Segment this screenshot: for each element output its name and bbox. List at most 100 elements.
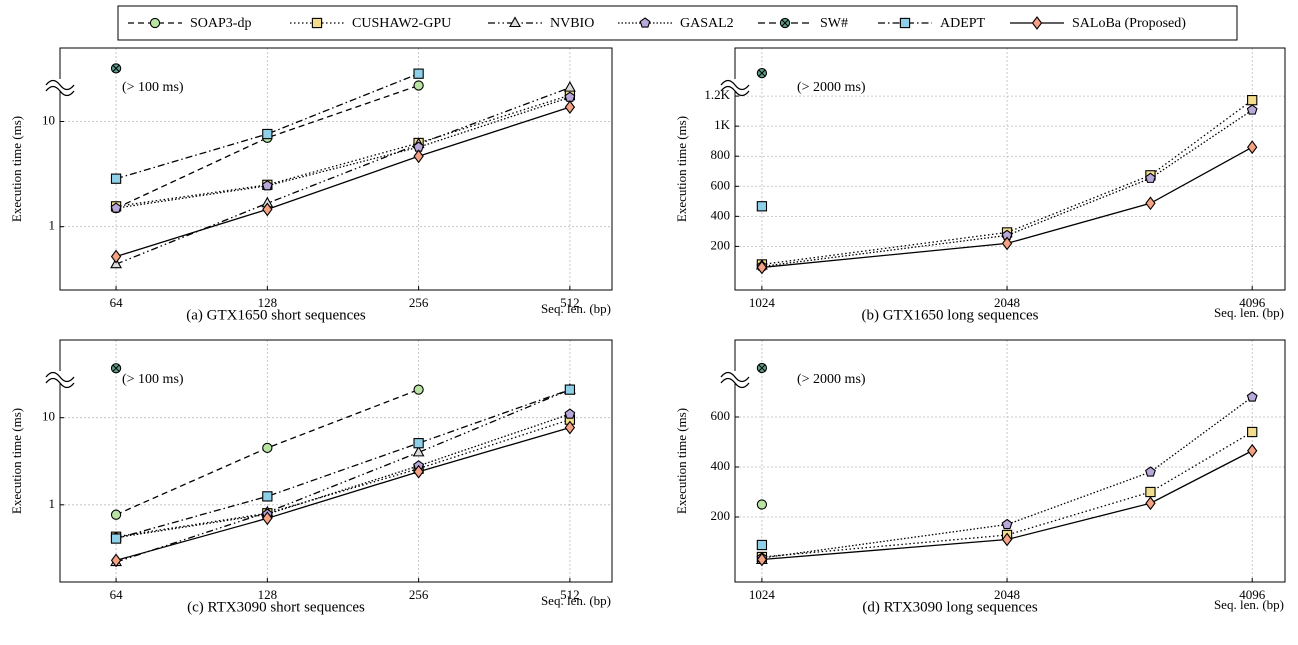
legend-label: SOAP3-dp [190,16,251,31]
marker [262,202,273,217]
plot-area [110,63,576,269]
marker [1145,466,1156,477]
legend-label: GASAL2 [680,16,734,31]
x-axis-label: Seq. len. (bp) [541,301,611,316]
marker [1001,236,1013,251]
marker [262,511,273,526]
legend-label: NVBIO [550,16,594,31]
series-line [115,419,571,538]
series-line [115,73,419,180]
marker [413,384,424,395]
marker [110,249,122,264]
marker [1247,426,1258,438]
legend-label: CUSHAW2-GPU [352,16,451,31]
marker [1145,172,1156,183]
marker [1145,196,1156,211]
axis-break [720,377,750,389]
axis-break [45,79,75,91]
y-tick-label: 400 [711,458,731,473]
caption: (b) GTX1650 long sequences [861,307,1038,323]
caption: (a) GTX1650 short sequences [186,307,366,323]
marker [1001,532,1013,547]
y-tick-label: 1K [714,117,731,132]
marker [756,539,768,551]
axis-break [45,377,75,389]
marker [756,362,768,374]
legend-label: ADEPT [940,16,986,31]
marker [639,17,651,28]
x-axis-label: Seq. len. (bp) [1214,597,1284,612]
marker [262,491,273,502]
y-axis-label: Execution time (ms) [674,116,689,222]
marker [262,442,273,454]
marker [1247,95,1258,106]
axis-break [45,85,75,97]
series-line [761,109,1253,268]
series-line [761,431,1253,558]
marker [756,201,768,212]
x-tick-label: 1024 [749,295,776,310]
marker [413,80,424,91]
axis-break [45,371,75,383]
marker [413,464,424,479]
x-tick-label: 64 [110,587,124,602]
series-line [115,106,571,258]
x-tick-label: 2048 [994,295,1020,310]
marker [756,67,768,79]
y-tick-label: 800 [711,147,731,162]
y-tick-label: 10 [42,409,55,424]
y-axis-label: Execution time (ms) [674,408,689,514]
caption: (d) RTX3090 long sequences [862,599,1037,615]
series-line [761,396,1253,559]
series-line [115,96,571,209]
marker-cross [758,69,766,77]
axis-break [720,85,750,97]
plot-area [110,363,576,568]
x-axis-label: Seq. len. (bp) [1214,305,1284,320]
marker [262,128,273,140]
axis-break [720,371,750,383]
caption: (c) RTX3090 short sequences [187,599,365,615]
y-tick-label: 1 [49,218,56,233]
series-line [761,99,1253,266]
y-axis-label: Execution time (ms) [9,116,24,222]
annotation: (> 100 ms) [122,372,184,387]
plot-frame [59,339,613,583]
marker [564,100,576,115]
x-tick-label: 128 [258,587,278,602]
marker [1031,16,1043,30]
marker [509,16,521,28]
marker [311,17,323,29]
marker [413,68,424,79]
marker [412,445,425,457]
y-tick-label: 600 [711,177,731,192]
marker [756,260,768,275]
series-line [761,450,1253,561]
marker [564,420,576,435]
marker [564,408,576,419]
series-line [115,84,419,209]
y-tick-label: 200 [711,237,731,252]
marker [1145,486,1156,498]
legend-box [117,5,1238,41]
y-tick-label: 600 [711,408,731,423]
marker [413,438,424,449]
y-axis-label: Execution time (ms) [9,408,24,514]
series-line [115,389,571,540]
legend-label: SALoBa (Proposed) [1072,16,1186,31]
marker [110,173,122,184]
annotation: (> 2000 ms) [797,80,866,95]
x-tick-label: 64 [110,295,124,310]
plot-area [755,362,1258,567]
marker [110,63,122,74]
series-line [115,389,571,563]
plot-frame [734,339,1286,583]
x-tick-label: 512 [560,295,580,310]
marker [110,509,122,520]
y-tick-label: 1.2K [704,87,730,102]
x-tick-label: 1024 [749,587,776,602]
marker [110,363,122,374]
marker [564,384,576,395]
marker [1246,104,1258,115]
